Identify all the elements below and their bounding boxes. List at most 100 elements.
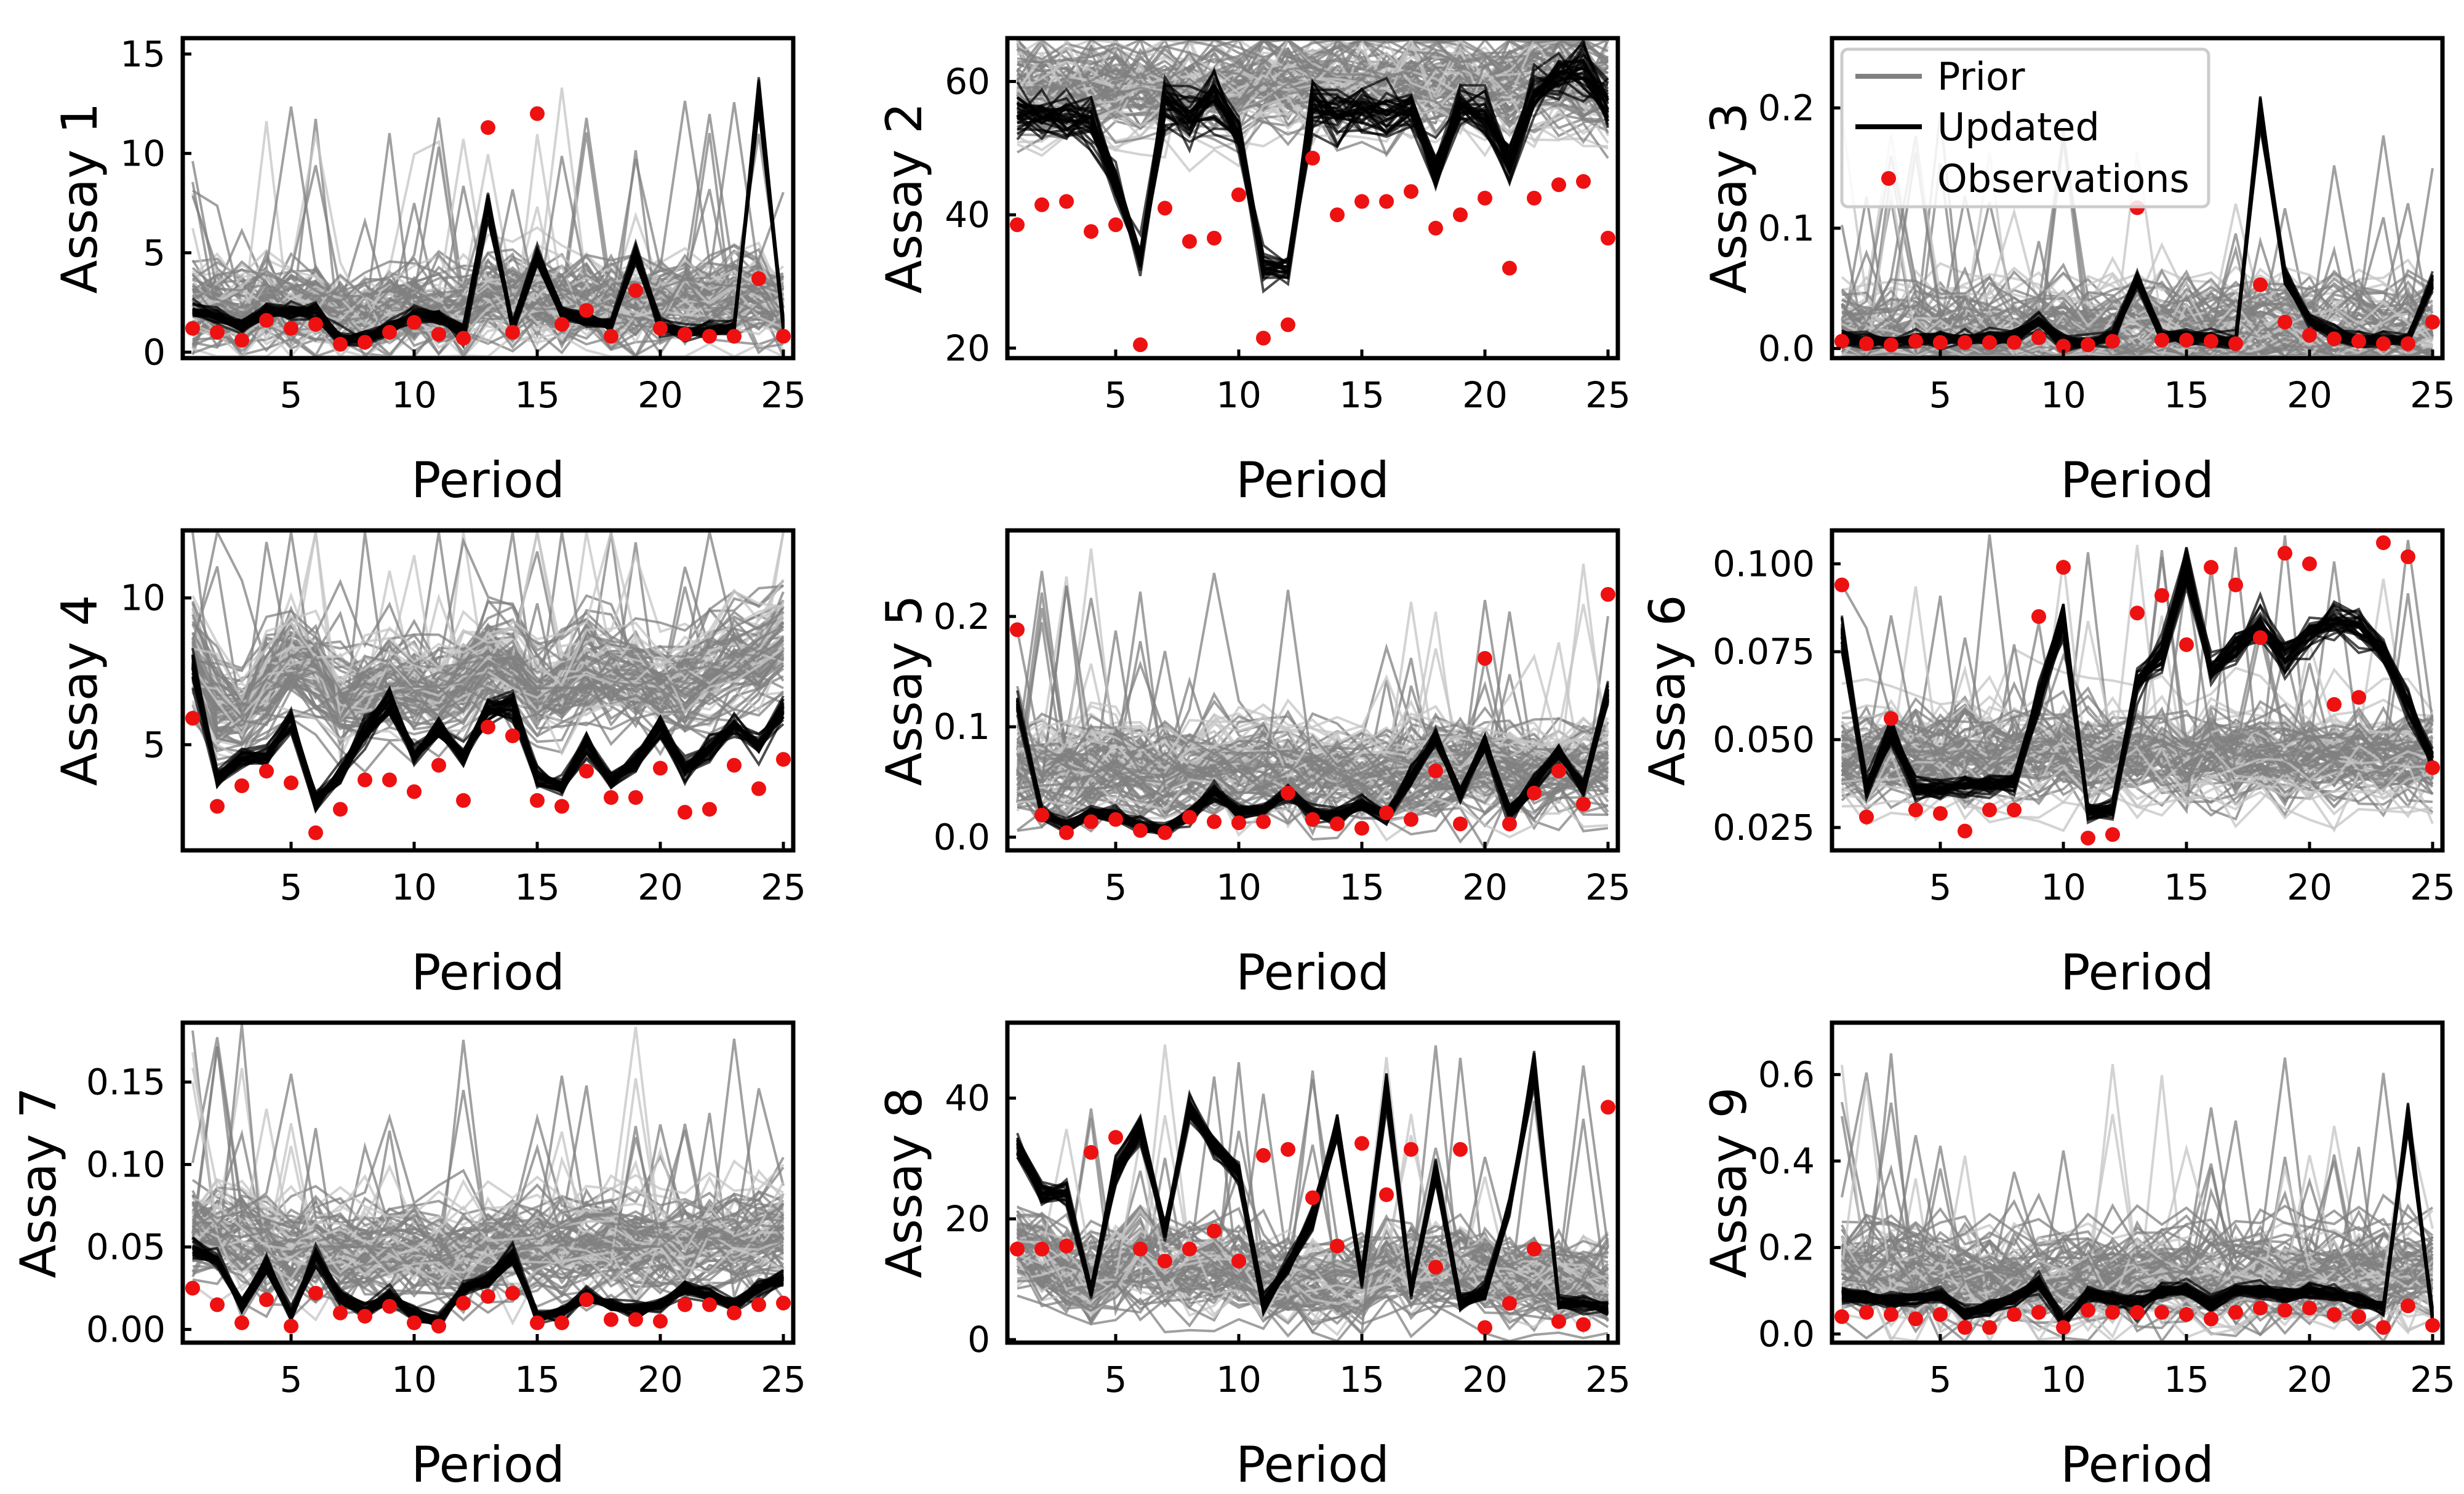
y-axis-label: Assay 3	[1700, 103, 1758, 294]
observation-point	[1428, 221, 1443, 236]
observation-point	[1859, 337, 1874, 351]
x-tick-label: 5	[1929, 866, 1952, 908]
observation-point	[2327, 1307, 2342, 1322]
observation-point	[284, 775, 298, 790]
observation-point	[333, 337, 348, 351]
x-tick-label: 10	[2041, 1359, 2086, 1400]
x-tick-label: 5	[1105, 1359, 1127, 1400]
y-tick-label: 0.00	[86, 1309, 166, 1351]
observation-point	[1576, 174, 1591, 189]
y-tick-label: 0.10	[86, 1144, 166, 1186]
observation-point	[382, 325, 397, 340]
observation-point	[751, 1297, 766, 1312]
observation-point	[333, 802, 348, 817]
observation-point	[2056, 1320, 2071, 1335]
observation-point	[505, 325, 520, 340]
observation-point	[1834, 578, 1849, 593]
observation-point	[628, 283, 643, 298]
observation-point	[1379, 194, 1394, 209]
panel-assay-7: 5 10 15 20 25 0.000.050.100.15 Period Assay …	[10, 1023, 806, 1493]
x-tick-label: 15	[514, 866, 560, 908]
observation-point	[554, 317, 569, 332]
x-axis-label: Period	[2060, 452, 2214, 509]
panel-assay-1: 5 10 15 20 25 051015 Period Assay 1	[51, 33, 806, 509]
observation-point	[776, 1296, 791, 1311]
observation-point	[1182, 234, 1197, 249]
observation-point	[604, 329, 618, 344]
observation-point	[2031, 1305, 2046, 1320]
x-tick-label: 25	[761, 866, 806, 908]
legend-observations-marker	[1881, 171, 1896, 186]
x-tick-label: 25	[1585, 374, 1631, 416]
observation-point	[2401, 549, 2415, 564]
observation-point	[2351, 1309, 2366, 1324]
observation-point	[1034, 808, 1049, 823]
observation-point	[2154, 333, 2169, 348]
observation-point	[1305, 1191, 1320, 1205]
x-tick-label: 10	[391, 374, 437, 416]
observation-point	[505, 1286, 520, 1301]
observation-point	[653, 761, 668, 775]
observation-point	[2425, 314, 2440, 329]
observation-point	[1859, 1305, 1874, 1320]
observation-point	[678, 327, 692, 342]
observation-point	[628, 1312, 643, 1327]
y-tick-label: 0	[967, 1319, 990, 1360]
observation-point	[1281, 1142, 1295, 1157]
observation-point	[1231, 188, 1246, 202]
y-axis-label: Assay 9	[1700, 1087, 1758, 1279]
observation-point	[2204, 560, 2218, 575]
observation-point	[358, 335, 372, 350]
observation-point	[604, 1312, 618, 1327]
observation-point	[358, 1309, 372, 1324]
observation-point	[1428, 764, 1443, 778]
observation-point	[653, 321, 668, 336]
observation-point	[1859, 810, 1874, 825]
observation-point	[2351, 334, 2366, 349]
observation-point	[185, 711, 200, 725]
panel-assay-3: 5 10 15 20 25 0.00.10.2 Period Assay 3 Prior…	[1700, 38, 2455, 509]
y-axis-label: Assay 4	[51, 595, 108, 786]
observation-point	[2081, 831, 2095, 845]
observation-point	[210, 325, 225, 340]
y-tick-label: 0.15	[86, 1061, 166, 1103]
observation-point	[702, 1297, 717, 1312]
y-axis-label: Assay 5	[876, 595, 933, 786]
observation-points	[1010, 151, 1615, 352]
observation-point	[1256, 814, 1271, 829]
y-ticks: 0.00.20.40.6	[1758, 1053, 1841, 1355]
observation-point	[2425, 1318, 2440, 1333]
observation-point	[2179, 637, 2194, 652]
observation-point	[1527, 786, 1542, 801]
x-tick-label: 20	[2287, 1359, 2332, 1400]
observation-point	[234, 1316, 249, 1330]
y-axis-label: Assay 7	[10, 1087, 67, 1279]
observation-point	[2425, 761, 2440, 775]
observation-point	[678, 1297, 692, 1312]
observation-point	[1231, 1254, 1246, 1269]
observation-point	[530, 1316, 545, 1330]
observation-point	[2253, 630, 2268, 645]
observation-point	[579, 1292, 594, 1307]
observation-point	[456, 793, 471, 808]
x-tick-label: 20	[638, 1359, 683, 1400]
observation-point	[751, 781, 766, 796]
observation-point	[2228, 337, 2243, 351]
observation-point	[1982, 1320, 1997, 1335]
observation-point	[1379, 1188, 1394, 1202]
y-tick-label: 40	[945, 194, 990, 236]
observation-point	[1933, 806, 1948, 821]
x-tick-label: 10	[1216, 866, 1262, 908]
observation-point	[1330, 207, 1345, 222]
observation-point	[1158, 825, 1172, 840]
y-axis-label: Assay 2	[876, 103, 933, 294]
observation-point	[1576, 797, 1591, 812]
panel-assay-8: 5 10 15 20 25 0 20 40 Period Assay 8	[876, 1023, 1631, 1493]
observation-point	[1108, 217, 1123, 232]
observation-point	[1256, 1148, 1271, 1163]
observation-point	[2105, 334, 2120, 349]
panel-assay-6: 5 10 15 20 25 0.0250.0500.0750.100 Period As…	[1639, 530, 2455, 1001]
observation-point	[185, 321, 200, 336]
observation-point	[1478, 651, 1492, 666]
x-tick-label: 15	[1339, 866, 1385, 908]
